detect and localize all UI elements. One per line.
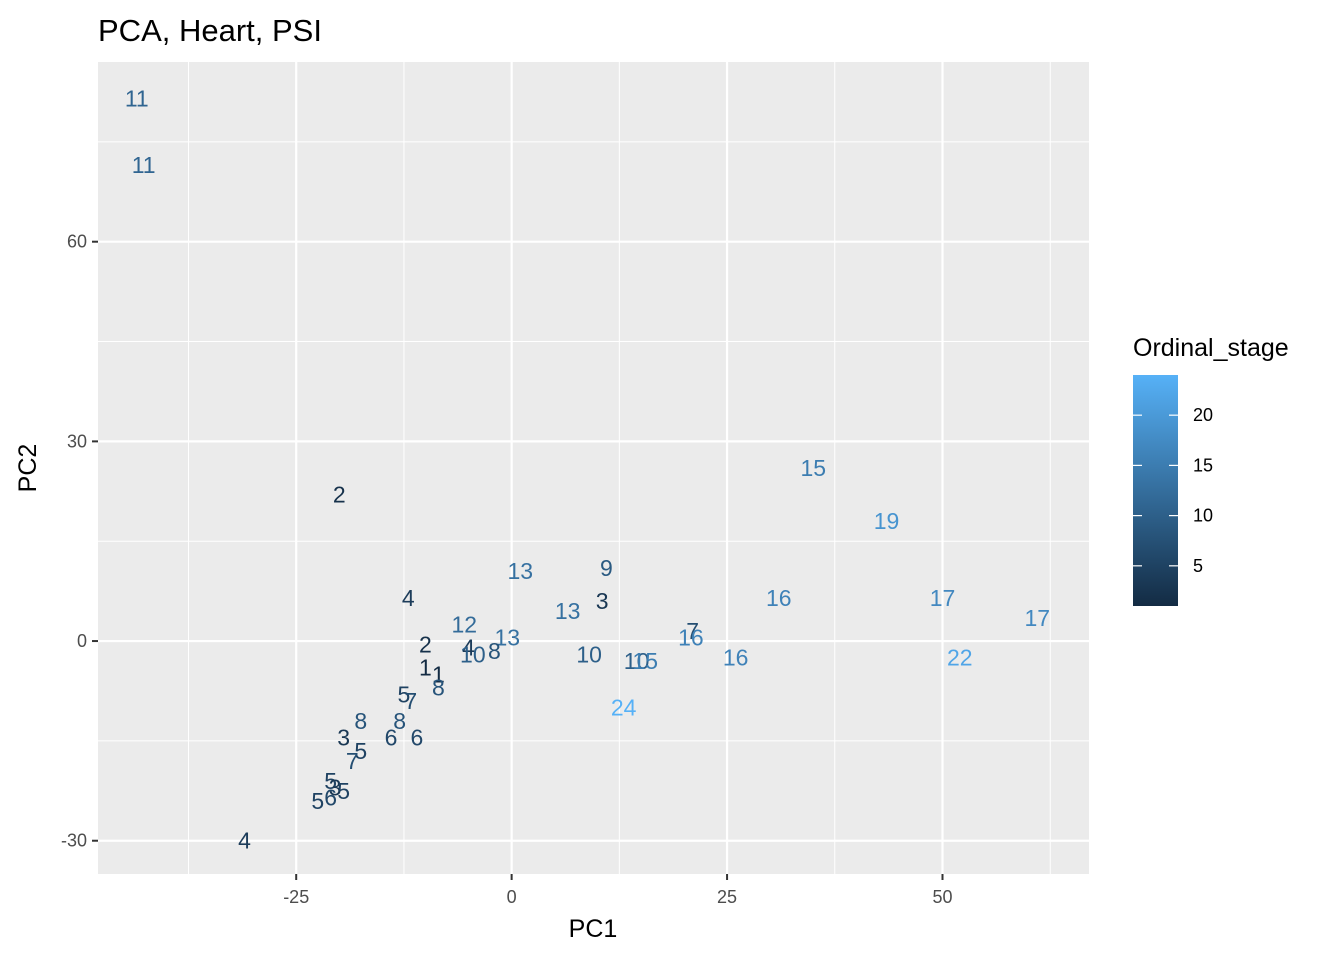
y-tick-label: 60 [67, 232, 87, 252]
data-point-label: 13 [495, 625, 521, 651]
data-point-label: 17 [930, 585, 956, 611]
data-point-label: 24 [611, 695, 637, 721]
data-point-label: 6 [324, 784, 337, 810]
legend-tick-label: 5 [1193, 556, 1203, 576]
x-axis-label: PC1 [569, 915, 618, 943]
y-tick-label: -30 [61, 831, 87, 851]
data-point-label: 19 [874, 508, 900, 534]
data-point-label: 16 [766, 585, 792, 611]
grid-minor [98, 62, 1089, 874]
data-point-label: 11 [132, 152, 156, 178]
chart-title: PCA, Heart, PSI [98, 13, 322, 48]
data-point-label: 13 [555, 598, 581, 624]
colorbar [1133, 375, 1178, 606]
data-point-label: 2 [333, 482, 346, 508]
data-point-label: 16 [723, 645, 749, 671]
y-tick-label: 0 [77, 631, 87, 651]
data-point-label: 4 [238, 828, 251, 854]
x-tick-label: 25 [717, 887, 737, 907]
legend-tick-label: 20 [1193, 405, 1213, 425]
data-point-label: 22 [947, 645, 973, 671]
data-point-label: 3 [596, 588, 609, 614]
legend-tick-label: 10 [1193, 506, 1213, 526]
legend-colorbar: Ordinal_stage 5 10 15 20 [1133, 334, 1289, 606]
data-point-label: 9 [600, 555, 613, 581]
legend-ticks: 5 10 15 20 [1133, 405, 1213, 576]
data-point-label: 2 [419, 631, 432, 657]
data-point-label: 15 [632, 648, 658, 674]
data-point-label: 1 [419, 655, 432, 681]
data-point-label: 1 [432, 661, 445, 687]
legend-title: Ordinal_stage [1133, 334, 1289, 362]
data-point-label: 5 [324, 768, 337, 794]
data-point-label: 16 [678, 625, 704, 651]
data-point-label: 10 [460, 641, 486, 667]
data-point-label: 7 [686, 618, 699, 644]
data-point-label: 17 [1024, 605, 1050, 631]
data-point-label: 10 [624, 648, 650, 674]
data-point-label: 8 [393, 708, 406, 734]
data-point-label: 4 [402, 585, 415, 611]
x-tick-label: -25 [283, 887, 309, 907]
data-point-label: 15 [800, 455, 826, 481]
legend-tick-label: 15 [1193, 455, 1213, 475]
data-point-label: 8 [354, 708, 367, 734]
data-point-label: 6 [410, 725, 423, 751]
plot-panel [98, 62, 1089, 874]
x-tick-label: 50 [932, 887, 952, 907]
data-point-label: 4 [462, 635, 475, 661]
data-point-label: 6 [385, 725, 398, 751]
data-point-label: 12 [451, 611, 477, 637]
grid-major [98, 62, 1089, 874]
data-point-label: 7 [346, 748, 359, 774]
x-axis: -25 0 25 50 [283, 874, 953, 907]
x-tick-label: 0 [507, 887, 517, 907]
y-tick-label: 30 [67, 431, 87, 451]
data-point-label: 3 [337, 725, 350, 751]
data-point-label: 5 [398, 681, 411, 707]
data-point-label: 5 [337, 778, 350, 804]
data-point-label: 10 [576, 641, 602, 667]
data-point-label: 8 [488, 638, 501, 664]
data-point-label: 13 [507, 558, 533, 584]
data-point-label: 8 [432, 675, 445, 701]
data-point-label: 5 [354, 738, 367, 764]
data-point-label: 3 [329, 774, 342, 800]
data-point-label: 11 [125, 86, 149, 112]
data-point-label: 7 [404, 688, 417, 714]
y-axis: -30 0 30 60 [61, 232, 98, 851]
data-point-label: 5 [311, 788, 324, 814]
y-axis-label: PC2 [14, 444, 42, 493]
